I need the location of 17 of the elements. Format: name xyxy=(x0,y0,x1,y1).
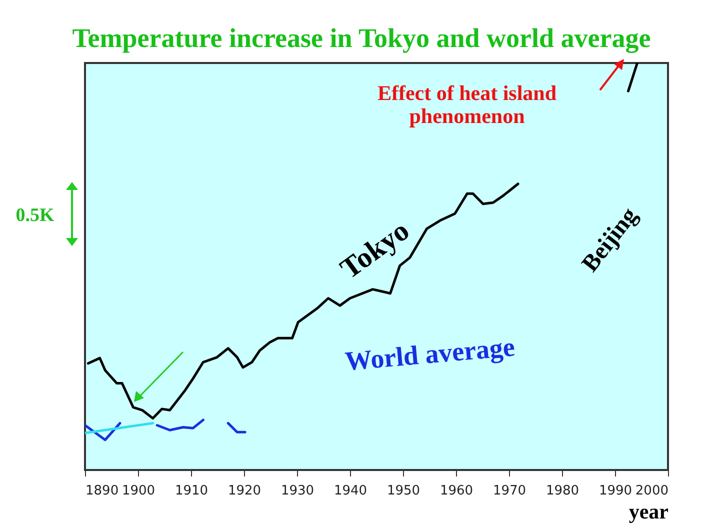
chart-title: Temperature increase in Tokyo and world average xyxy=(72,23,651,53)
x-tick-label: 1950 xyxy=(386,484,420,498)
x-axis-title: year xyxy=(628,500,668,524)
x-tick-label: 1990 xyxy=(598,484,632,498)
x-tick-label: 1910 xyxy=(174,484,208,498)
x-tick-label: 1970 xyxy=(492,484,526,498)
annotation: Effect of heat island phenomenon xyxy=(377,81,557,128)
x-tick-label: 1980 xyxy=(546,484,580,498)
x-tick-label: 1930 xyxy=(280,484,314,498)
x-tick-label: 1920 xyxy=(228,484,262,498)
x-tick-label: 2000 xyxy=(635,484,668,498)
x-tick-label: 1960 xyxy=(440,484,474,498)
x-tick-label: 1940 xyxy=(334,484,368,498)
text: 0.5K xyxy=(16,205,54,226)
text: World average xyxy=(344,332,516,376)
x-tick-label: 1890 xyxy=(86,484,119,498)
x-tick-label: 1900 xyxy=(122,484,156,498)
